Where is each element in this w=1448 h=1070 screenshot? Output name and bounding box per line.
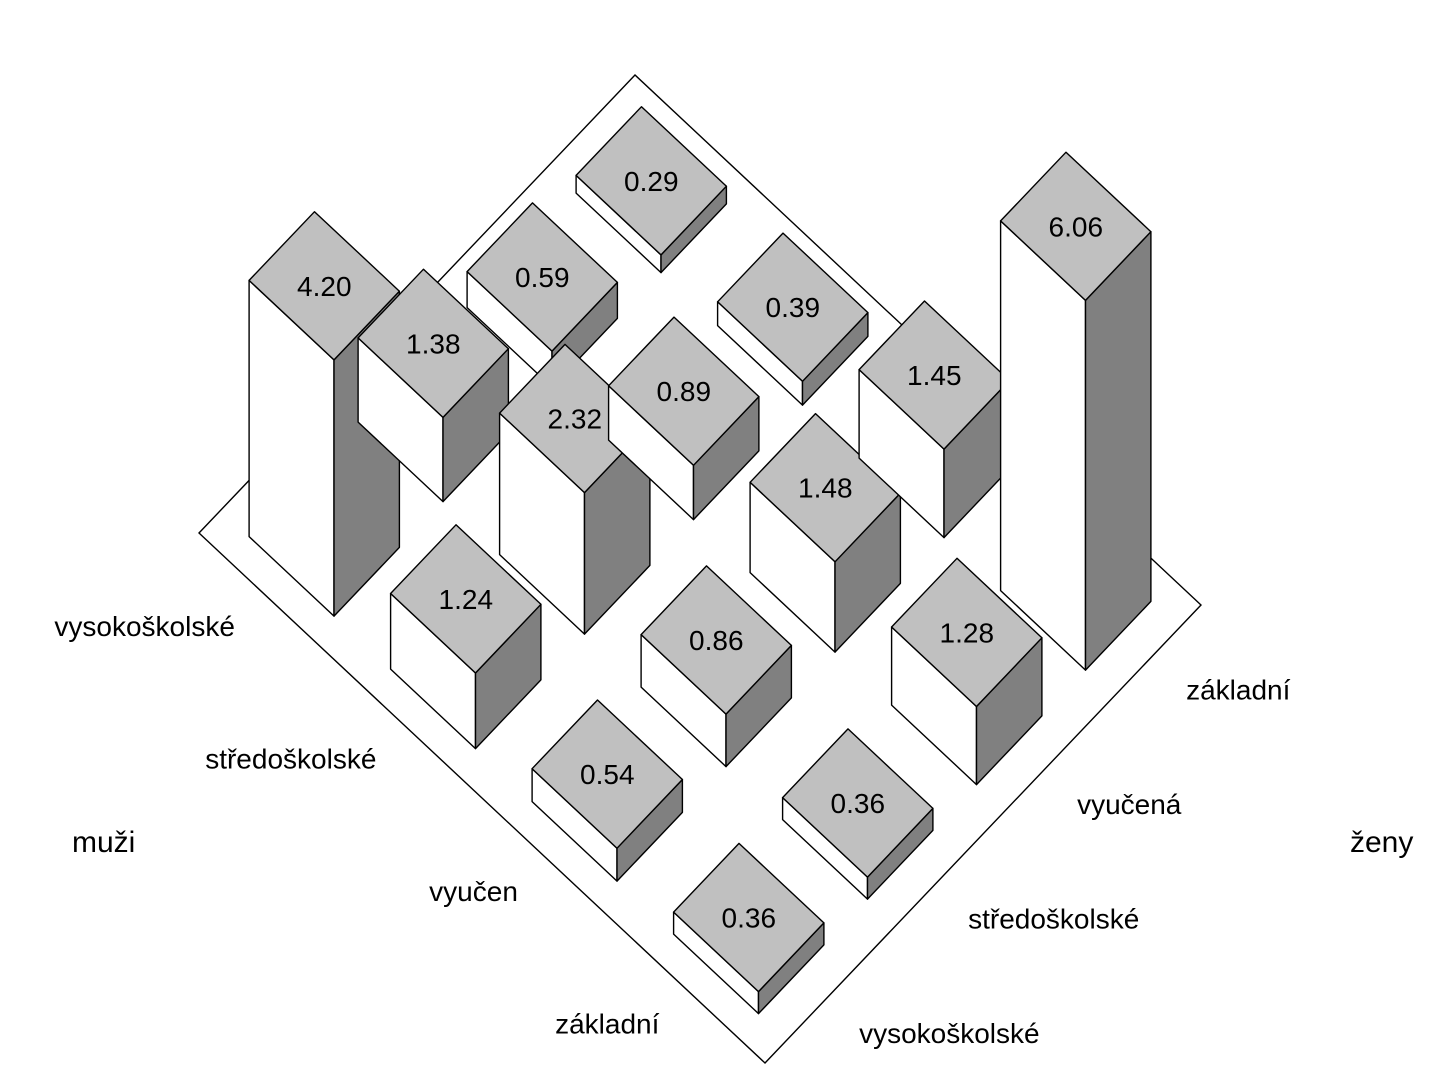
bar-top-face xyxy=(781,728,934,878)
bar-value-label: 1.28 xyxy=(940,617,995,648)
x-category-label: základní xyxy=(555,1008,660,1039)
bar-value-label: 0.36 xyxy=(831,788,886,819)
bar-top-face xyxy=(357,268,510,419)
y-axis-title: ženy xyxy=(1350,826,1413,859)
y-category-label: středoškolské xyxy=(968,903,1139,934)
bar-top-face xyxy=(999,151,1152,302)
bar-top-face xyxy=(749,412,902,563)
bar-top-face xyxy=(607,316,760,466)
bar-value-label: 6.06 xyxy=(1049,211,1104,242)
bar-top-face xyxy=(389,524,542,674)
bar-value-label: 0.36 xyxy=(722,903,777,934)
bar: 0.29 xyxy=(575,105,728,274)
bar-top-face xyxy=(890,557,1043,708)
bars: 4.20 1.38 1.24 0.59 2.32 0.54 0.29 0.89 0.86 0.36… xyxy=(248,105,1152,1015)
bar-top-face xyxy=(672,842,825,993)
x-axis-title: muži xyxy=(72,826,135,859)
x-category-label: středoškolské xyxy=(205,743,376,774)
bar: 0.86 xyxy=(640,565,793,768)
y-category-label: vyučená xyxy=(1077,789,1182,820)
bar: 0.36 xyxy=(781,728,934,900)
bar: 0.36 xyxy=(672,842,825,1015)
x-category-label: vysokoškolské xyxy=(54,611,235,642)
bar-top-face xyxy=(531,699,684,849)
bar-value-label: 0.89 xyxy=(657,376,712,407)
bar-value-label: 0.86 xyxy=(689,625,744,656)
bar-top-face xyxy=(858,300,1011,450)
bar: 6.06 xyxy=(999,151,1152,671)
bar-value-label: 0.29 xyxy=(624,166,679,197)
y-category-label: základní xyxy=(1186,674,1291,705)
x-category-label: vyučen xyxy=(429,876,518,907)
bar: 0.89 xyxy=(607,316,760,521)
bar: 0.54 xyxy=(531,699,684,882)
bar-value-label: 0.39 xyxy=(766,292,821,323)
bar: 1.28 xyxy=(890,557,1043,786)
bar-top-face xyxy=(640,565,793,715)
bar-value-label: 0.54 xyxy=(580,759,635,790)
bar-value-label: 2.32 xyxy=(548,404,603,435)
bar-top-face xyxy=(575,105,728,256)
bar-value-label: 4.20 xyxy=(297,271,352,302)
bar: 1.24 xyxy=(389,524,542,750)
bar: 1.48 xyxy=(749,412,902,653)
bar-value-label: 0.59 xyxy=(515,262,570,293)
axis-labels: základní vyučen středoškolské vysokoškolské… xyxy=(54,611,1290,1049)
bar-top-face xyxy=(716,232,869,382)
bar-right-face xyxy=(1084,230,1152,671)
bar: 2.32 xyxy=(498,343,651,635)
y-category-label: vysokoškolské xyxy=(859,1018,1040,1049)
bar-value-label: 1.45 xyxy=(907,360,962,391)
bar-value-label: 1.48 xyxy=(798,473,853,504)
bar-top-face xyxy=(466,202,619,352)
bar-value-label: 1.38 xyxy=(406,328,461,359)
bar: 1.38 xyxy=(357,268,510,503)
bar-value-label: 1.24 xyxy=(439,584,494,615)
bar-top-face xyxy=(248,210,401,361)
bar: 0.39 xyxy=(716,232,869,406)
